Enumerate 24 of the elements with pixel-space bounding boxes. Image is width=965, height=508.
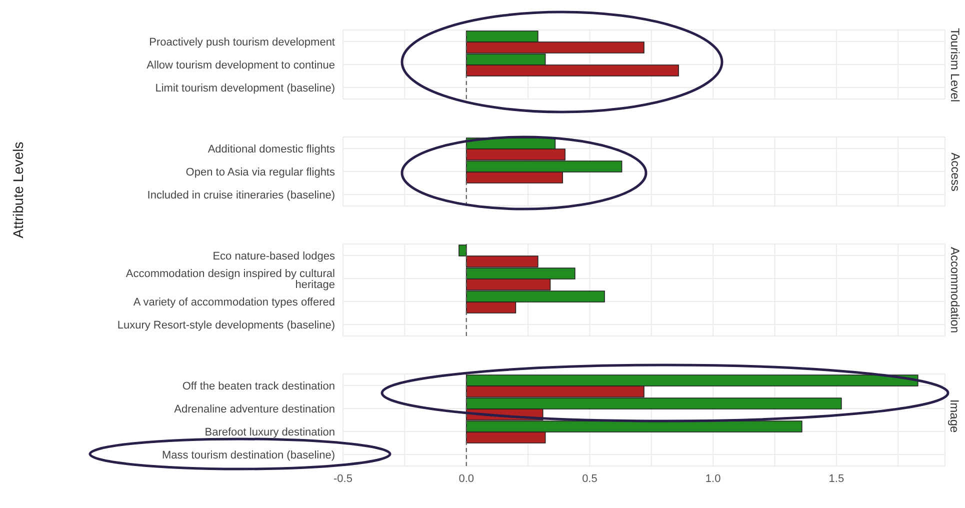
y-tick-label: Open to Asia via regular flights xyxy=(186,166,336,178)
x-tick-label: 1.5 xyxy=(828,472,844,485)
y-tick-label: Additional domestic flights xyxy=(208,143,336,156)
y-tick-label: Included in cruise itineraries (baseline) xyxy=(147,189,335,202)
y-tick-label: A variety of accommodation types offered xyxy=(133,296,335,308)
x-tick-label: 0.0 xyxy=(458,472,474,485)
x-tick-label: -0.5 xyxy=(334,472,352,485)
text: Access xyxy=(948,152,962,191)
y-tick-label: Limit tourism development (baseline) xyxy=(155,82,335,94)
y-tick-label: Proactively push tourism development xyxy=(149,36,335,48)
x-tick-label: 0.5 xyxy=(582,472,598,485)
y-tick-label: Eco nature-based lodges xyxy=(212,250,336,262)
text: Accommodation xyxy=(948,246,962,334)
y-tick-label: Mass tourism destination (baseline) xyxy=(162,449,335,462)
x-tick-label: 1.0 xyxy=(705,472,721,485)
y-tick-label: Barefoot luxury destination xyxy=(204,426,335,438)
y-tick-label: Allow tourism development to continue xyxy=(146,59,335,72)
y-axis-title: Attribute Levels xyxy=(10,140,26,240)
y-tick-label: Off the beaten track destination xyxy=(182,380,335,392)
text: Image xyxy=(948,399,962,433)
y-tick-label: Luxury Resort-style developments (baseline) xyxy=(117,319,335,332)
y-tick-label: Adrenaline adventure destination xyxy=(174,403,335,416)
y-tick-label: Accommodation design inspired by cultural heritage xyxy=(126,268,335,291)
text: Tourism Level xyxy=(948,27,962,102)
